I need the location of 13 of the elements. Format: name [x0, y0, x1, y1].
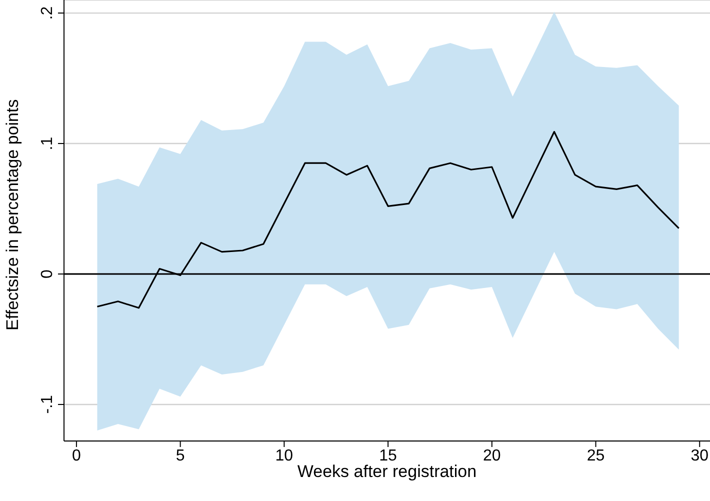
y-tick-label: 0	[39, 269, 56, 278]
x-tick-label: 10	[275, 447, 294, 464]
x-tick-label: 5	[176, 447, 185, 464]
x-axis-title: Weeks after registration	[297, 462, 477, 481]
y-tick-label: -.1	[39, 395, 56, 414]
y-tick-label: .2	[39, 6, 56, 20]
x-tick-label: 20	[483, 447, 501, 464]
y-axis-title: Effectsize in percentage points	[3, 99, 22, 330]
x-tick-label: 15	[379, 447, 398, 464]
x-tick-label: 25	[586, 447, 605, 464]
x-tick-label: 30	[690, 447, 709, 464]
x-tick-label: 0	[72, 447, 82, 464]
y-tick-label: .1	[39, 136, 56, 150]
